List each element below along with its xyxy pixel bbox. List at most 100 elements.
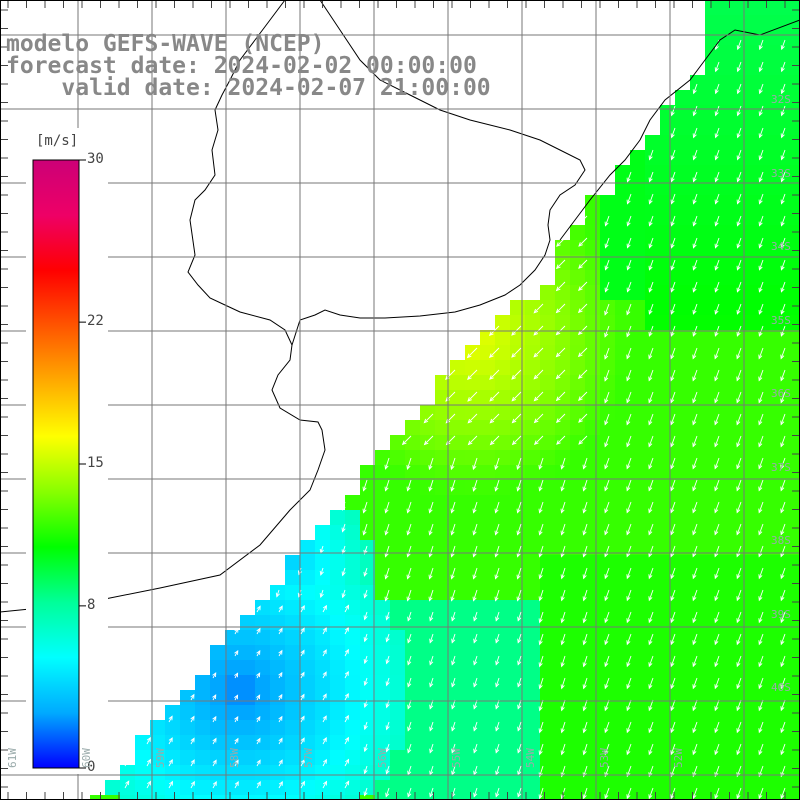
speed-cell	[615, 525, 630, 540]
speed-cell	[765, 660, 780, 675]
wind-arrow	[648, 655, 654, 668]
wind-arrow	[555, 303, 566, 314]
speed-cell	[735, 765, 750, 780]
speed-cell	[690, 630, 705, 645]
wind-arrow	[472, 545, 478, 558]
speed-cell	[660, 585, 675, 600]
speed-cell	[600, 765, 615, 780]
speed-cell	[720, 390, 735, 405]
speed-cell	[675, 495, 690, 510]
speed-cell	[750, 180, 765, 195]
wind-arrow	[714, 567, 720, 580]
wind-arrow	[234, 627, 239, 635]
speed-cell	[690, 780, 705, 795]
wind-arrow	[451, 611, 456, 622]
speed-cell	[525, 405, 540, 420]
speed-cell	[645, 360, 660, 375]
speed-cell	[615, 585, 630, 600]
speed-cell	[675, 780, 690, 795]
wind-arrow	[692, 391, 698, 404]
speed-cell	[660, 180, 675, 195]
speed-cell	[465, 495, 480, 510]
speed-cell	[225, 645, 240, 660]
wind-arrow	[511, 347, 522, 358]
speed-cell	[330, 765, 345, 780]
speed-cell	[675, 360, 690, 375]
speed-cell	[720, 0, 735, 15]
speed-cell	[195, 720, 210, 735]
speed-cell	[735, 330, 750, 345]
speed-cell	[585, 210, 600, 225]
speed-cell	[720, 30, 735, 45]
speed-cell	[570, 285, 585, 300]
speed-cell	[450, 585, 465, 600]
speed-cell	[690, 390, 705, 405]
wind-arrow	[670, 215, 676, 227]
speed-cell	[420, 645, 435, 660]
wind-arrow	[692, 721, 698, 734]
speed-cell	[795, 645, 800, 660]
wind-arrow	[578, 413, 588, 423]
speed-cell	[690, 255, 705, 270]
wind-arrow	[384, 523, 390, 536]
wind-arrow	[406, 589, 412, 602]
wind-arrow	[555, 369, 566, 380]
wind-arrow	[560, 501, 566, 514]
speed-cell	[765, 195, 780, 210]
speed-cell	[780, 225, 795, 240]
wind-arrow	[626, 743, 632, 756]
speed-cell	[735, 270, 750, 285]
wind-arrow	[714, 83, 720, 95]
speed-cell	[630, 780, 645, 795]
speed-cell	[240, 690, 255, 705]
speed-cell	[420, 525, 435, 540]
speed-cell	[480, 375, 495, 390]
wind-arrow	[758, 39, 764, 51]
speed-cell	[390, 750, 405, 765]
speed-cell	[705, 525, 720, 540]
speed-cell	[390, 540, 405, 555]
speed-cell	[720, 750, 735, 765]
speed-cell	[615, 270, 630, 285]
wind-arrow	[648, 479, 654, 492]
speed-cell	[630, 285, 645, 300]
speed-cell	[660, 795, 675, 800]
speed-cell	[285, 675, 300, 690]
speed-cell	[480, 390, 495, 405]
speed-cell	[540, 600, 555, 615]
speed-cell	[690, 645, 705, 660]
speed-cell	[525, 450, 540, 465]
speed-cell	[720, 225, 735, 240]
wind-arrow	[495, 611, 500, 622]
speed-cell	[525, 375, 540, 390]
colorbar-tick-label: 8	[87, 596, 96, 613]
speed-cell	[660, 690, 675, 705]
speed-cell	[225, 795, 240, 800]
model-title: modelo GEFS-WAVE (NCEP)	[6, 31, 325, 57]
speed-cell	[765, 60, 780, 75]
speed-cell	[270, 690, 285, 705]
speed-cell	[450, 420, 465, 435]
speed-cell	[690, 465, 705, 480]
wind-arrow	[758, 193, 764, 205]
speed-cell	[720, 360, 735, 375]
speed-cell	[690, 210, 705, 225]
speed-cell	[135, 780, 150, 795]
speed-cell	[720, 510, 735, 525]
wind-arrow	[363, 765, 368, 775]
speed-cell	[645, 765, 660, 780]
speed-cell	[210, 735, 225, 750]
speed-cell	[735, 735, 750, 750]
speed-cell	[645, 735, 660, 750]
speed-cell	[465, 690, 480, 705]
speed-cell	[705, 765, 720, 780]
wind-arrow	[670, 391, 676, 404]
speed-cell	[240, 765, 255, 780]
speed-cell	[420, 480, 435, 495]
speed-cell	[495, 495, 510, 510]
speed-cell	[750, 285, 765, 300]
speed-cell	[480, 555, 495, 570]
speed-cell	[375, 495, 390, 510]
speed-cell	[645, 675, 660, 690]
speed-cell	[720, 195, 735, 210]
